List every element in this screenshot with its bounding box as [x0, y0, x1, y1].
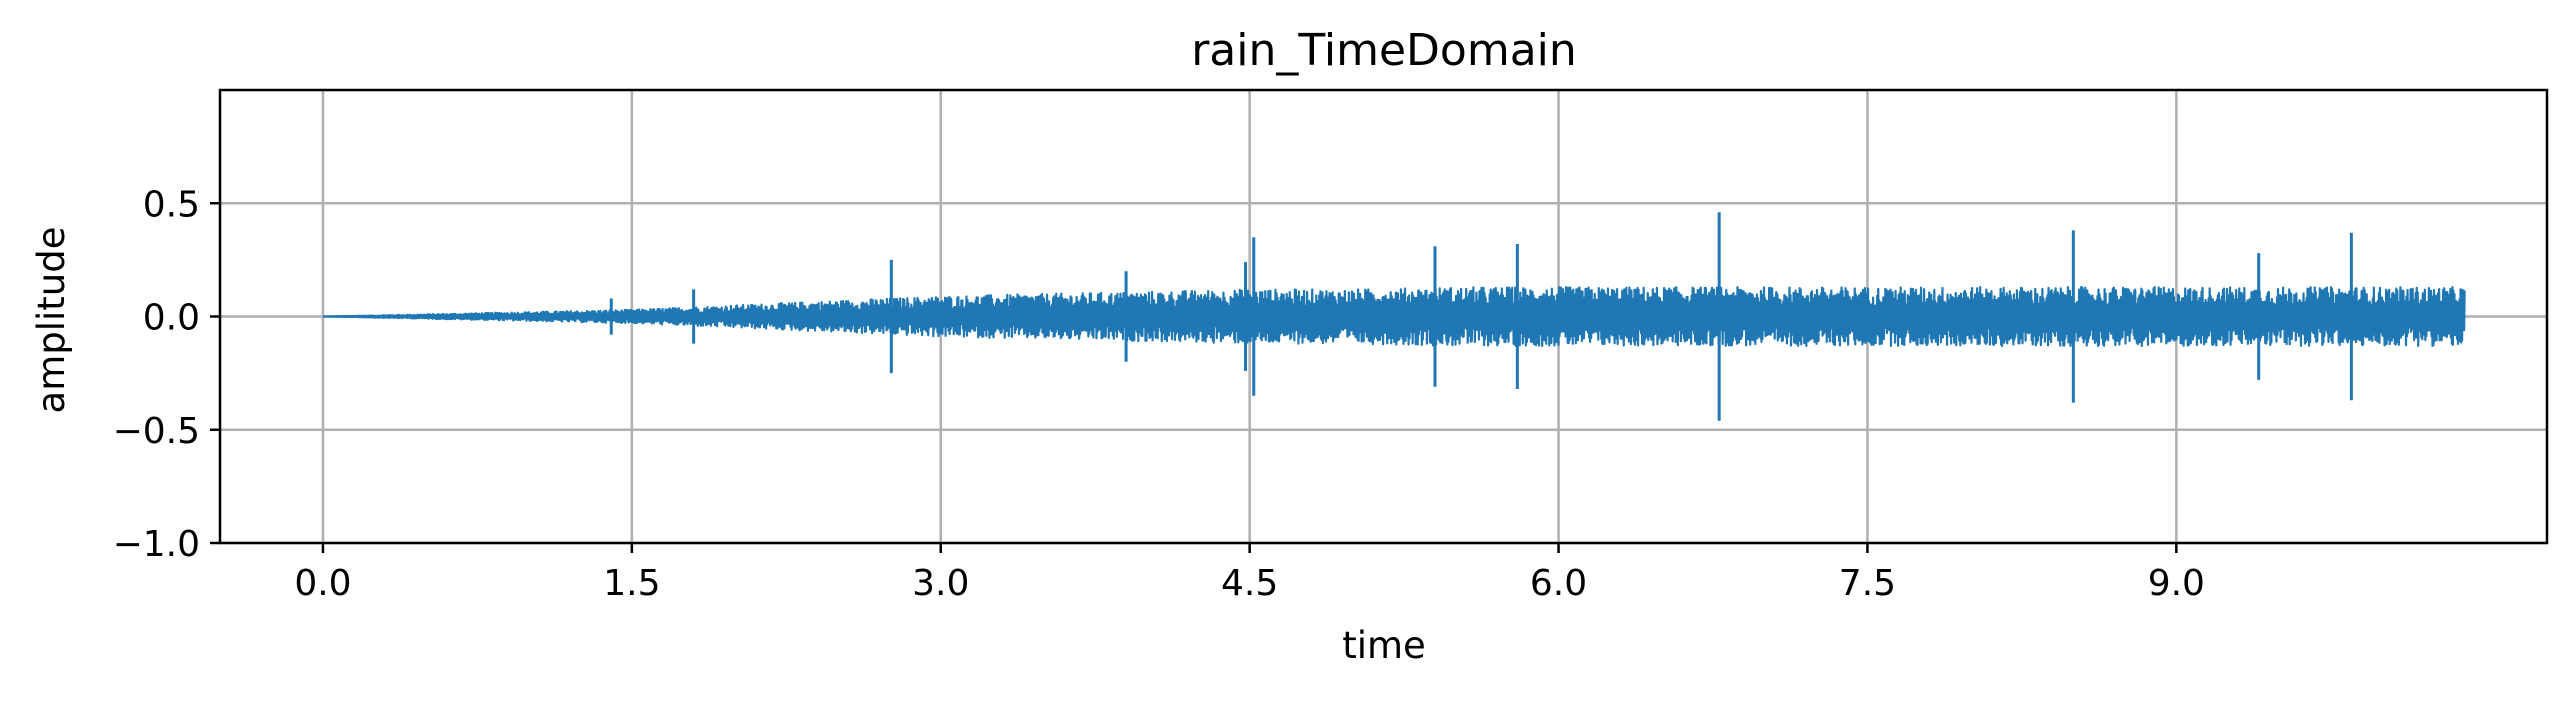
chart-title: rain_TimeDomain — [1191, 25, 1577, 76]
y-axis-ticks: −1.0 −0.5 0.0 0.5 — [113, 184, 220, 565]
x-tick-label: 7.5 — [1839, 563, 1896, 604]
x-tick-label: 0.0 — [294, 563, 351, 604]
x-tick-label: 1.5 — [603, 563, 660, 604]
y-axis-label: amplitude — [30, 227, 73, 414]
x-axis-ticks: 0.0 1.5 3.0 4.5 6.0 7.5 9.0 — [294, 543, 2205, 604]
x-tick-label: 6.0 — [1530, 563, 1587, 604]
y-tick-label: 0.5 — [143, 184, 200, 225]
x-tick-label: 4.5 — [1221, 563, 1278, 604]
x-tick-label: 9.0 — [2148, 563, 2205, 604]
waveform-line — [322, 285, 2466, 348]
x-axis-label: time — [1342, 624, 1426, 667]
x-tick-label: 3.0 — [912, 563, 969, 604]
y-tick-label: 0.0 — [143, 298, 200, 339]
series-layer — [322, 212, 2466, 421]
y-tick-label: −1.0 — [113, 524, 200, 565]
y-tick-label: −0.5 — [113, 411, 200, 452]
